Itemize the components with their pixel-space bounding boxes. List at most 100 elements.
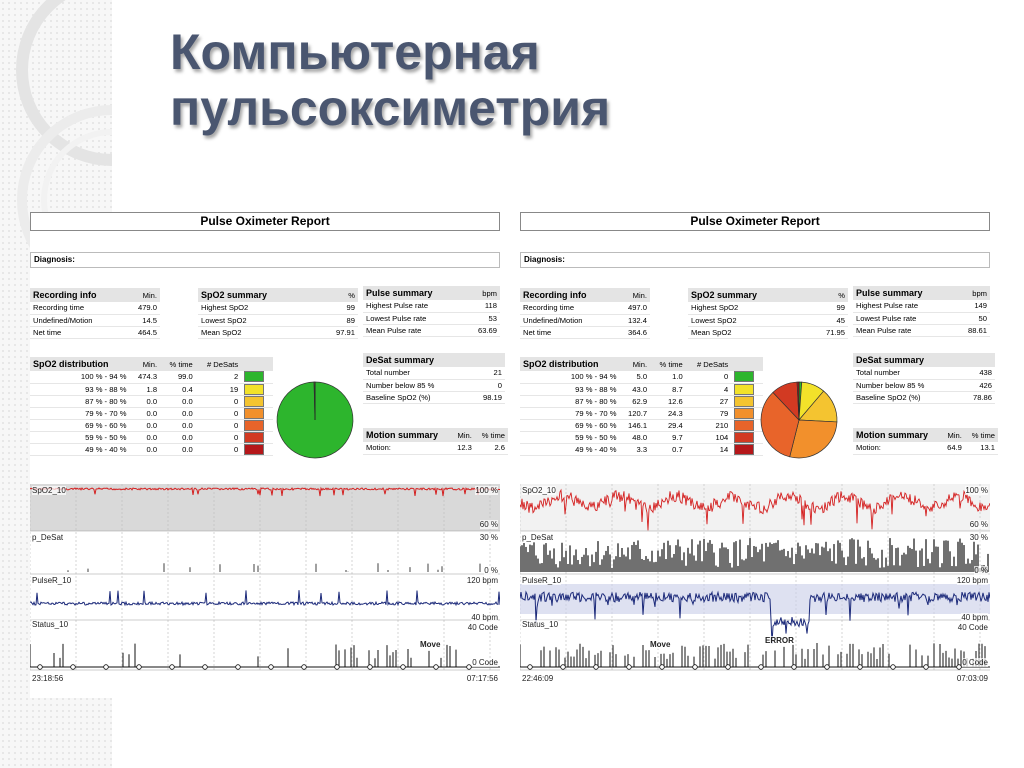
distribution-range: 87 % - 80 % [30, 395, 130, 408]
status-trace-label: Status_10 [32, 620, 69, 629]
motion-summary-table: Motion summary Min.% time Motion: 64.9 13.1 [853, 428, 998, 455]
pulse-summary-table-row: Lowest Pulse rate 50 [853, 312, 990, 325]
time-end: 07:17:56 [466, 674, 498, 683]
distribution-swatch [244, 371, 265, 383]
pulse-scale-top: 120 bpm [956, 576, 988, 585]
distribution-range: 59 % - 50 % [30, 431, 130, 444]
pulse-summary-table-row-label: Highest Pulse rate [363, 300, 465, 313]
desat-summary-table-row-label: Baseline SpO2 (%) [363, 391, 470, 404]
desat-summary-table-header: DeSat summary [853, 353, 960, 367]
distribution-swatch [244, 395, 265, 407]
distribution-time: 24.3 [650, 407, 686, 420]
spo2-summary-table-row-label: Lowest SpO2 [688, 314, 807, 327]
recording-info-table-row-label: Undefined/Motion [520, 314, 616, 327]
recording-info-table-row: Undefined/Motion 14.5 [30, 314, 160, 327]
distribution-row: 49 % - 40 % 3.3 0.7 14 [520, 443, 763, 456]
distribution-time: 0.0 [160, 443, 196, 456]
trend-traces: SpO2_10 100 % 60 % p_DeSat 30 % 0 % PulseR_10 1… [29, 484, 501, 696]
recording-info-table-row: Recording time 479.0 [30, 302, 160, 315]
desat-summary-table-header: DeSat summary [363, 353, 470, 367]
recording-info-table-header: Recording info [30, 288, 126, 302]
desat-summary-table-unit [959, 353, 995, 367]
desat-summary-table-row-value: 0 [469, 379, 505, 392]
distribution-min: 0.0 [129, 419, 161, 432]
desat-summary-table-row: Number below 85 % 0 [363, 379, 505, 392]
pulse-summary-table-unit: bpm [464, 286, 500, 300]
distribution-row: 93 % - 88 % 1.8 0.4 19 [30, 383, 273, 396]
pulse-summary-table: Pulse summary bpm Highest Pulse rate 118 Low… [363, 286, 500, 337]
distribution-time: 0.7 [650, 443, 686, 456]
distribution-min: 474.3 [129, 371, 161, 384]
spo2-summary-table-row-value: 99 [806, 302, 848, 315]
recording-info-table-row: Net time 364.6 [520, 326, 650, 339]
distribution-swatch [244, 431, 265, 443]
distribution-desats: 79 [685, 407, 732, 420]
time-start: 23:18:56 [32, 674, 64, 683]
distribution-swatch [734, 371, 755, 383]
distribution-range: 69 % - 60 % [520, 419, 620, 432]
distribution-desats: 0 [685, 371, 732, 384]
distribution-row: 87 % - 80 % 62.9 12.6 27 [520, 395, 763, 408]
pulse-summary-table-row: Mean Pulse rate 88.61 [853, 324, 990, 337]
recording-info-table-unit: Min. [125, 288, 160, 302]
distribution-col-time: % time [160, 357, 196, 371]
spo2-scale-top: 100 % [965, 486, 988, 495]
distribution-min: 0.0 [129, 443, 161, 456]
spo2-summary-table-row: Mean SpO2 71.95 [688, 326, 848, 339]
distribution-min: 120.7 [619, 407, 651, 420]
distribution-desats: 0 [195, 431, 242, 444]
distribution-min: 3.3 [619, 443, 651, 456]
spo2-scale-bottom: 60 % [479, 520, 498, 529]
recording-info-table: Recording info Min. Recording time 497.0 Und… [520, 288, 650, 339]
spo2-summary-table-row-label: Mean SpO2 [688, 326, 807, 339]
motion-label: Motion: [853, 442, 942, 455]
distribution-row: 100 % - 94 % 474.3 99.0 2 [30, 371, 273, 384]
spo2-summary-table-row-value: 97.91 [316, 326, 358, 339]
distribution-range: 69 % - 60 % [30, 419, 130, 432]
motion-min: 64.9 [941, 442, 965, 455]
distribution-min: 0.0 [129, 407, 161, 420]
pulse-summary-table-row: Mean Pulse rate 63.69 [363, 324, 500, 337]
spo2-summary-table-header: SpO2 summary [688, 288, 807, 302]
spo2-summary-table-row-value: 99 [316, 302, 358, 315]
desat-summary-table: DeSat summary Total number 21 Number below … [363, 353, 505, 404]
report-title: Pulse Oximeter Report [520, 212, 990, 231]
recording-info-table-header: Recording info [520, 288, 616, 302]
spo2-summary-table-row-label: Lowest SpO2 [198, 314, 317, 327]
desat-summary-table: DeSat summary Total number 438 Number below… [853, 353, 995, 404]
motion-header: Motion summary [363, 428, 452, 442]
distribution-desats: 104 [685, 431, 732, 444]
recording-info-table-row-value: 479.0 [125, 302, 160, 315]
distribution-desats: 0 [195, 395, 242, 408]
distribution-desats: 14 [685, 443, 732, 456]
spo2-summary-table-row-label: Highest SpO2 [688, 302, 807, 315]
recording-info-table: Recording info Min. Recording time 479.0 Und… [30, 288, 160, 339]
pie-slice [760, 391, 800, 458]
report-title: Pulse Oximeter Report [30, 212, 500, 231]
report-left: Pulse Oximeter Report Diagnosis: Recording… [29, 212, 508, 698]
recording-info-table-row-value: 464.5 [125, 326, 160, 339]
desat-summary-table-row-label: Number below 85 % [853, 379, 960, 392]
pulse-summary-table-row-label: Lowest Pulse rate [363, 312, 465, 325]
recording-info-table-row-value: 14.5 [125, 314, 160, 327]
motion-col-min: Min. [941, 428, 965, 442]
motion-time: 13.1 [964, 442, 998, 455]
pulse-summary-table-row: Lowest Pulse rate 53 [363, 312, 500, 325]
pulse-summary-table-row: Highest Pulse rate 149 [853, 300, 990, 313]
spo2-summary-table-row: Highest SpO2 99 [688, 302, 848, 315]
recording-info-table-row-label: Recording time [520, 302, 616, 315]
pulse-scale-top: 120 bpm [466, 576, 498, 585]
distribution-row: 100 % - 94 % 5.0 1.0 0 [520, 371, 763, 384]
recording-info-table-unit: Min. [615, 288, 650, 302]
recording-info-table-row-label: Net time [30, 326, 126, 339]
distribution-row: 79 % - 70 % 0.0 0.0 0 [30, 407, 273, 420]
distribution-row: 69 % - 60 % 0.0 0.0 0 [30, 419, 273, 432]
spo2-summary-table-unit: % [316, 288, 358, 302]
pulse-summary-table-row-value: 149 [954, 300, 990, 313]
distribution-row: 59 % - 50 % 48.0 9.7 104 [520, 431, 763, 444]
pulse-summary-table-unit: bpm [954, 286, 990, 300]
status-scale-bottom: 0 Code [472, 658, 498, 667]
motion-col-time: % time [964, 428, 998, 442]
distribution-row: 79 % - 70 % 120.7 24.3 79 [520, 407, 763, 420]
desat-summary-table-row: Baseline SpO2 (%) 98.19 [363, 391, 505, 404]
